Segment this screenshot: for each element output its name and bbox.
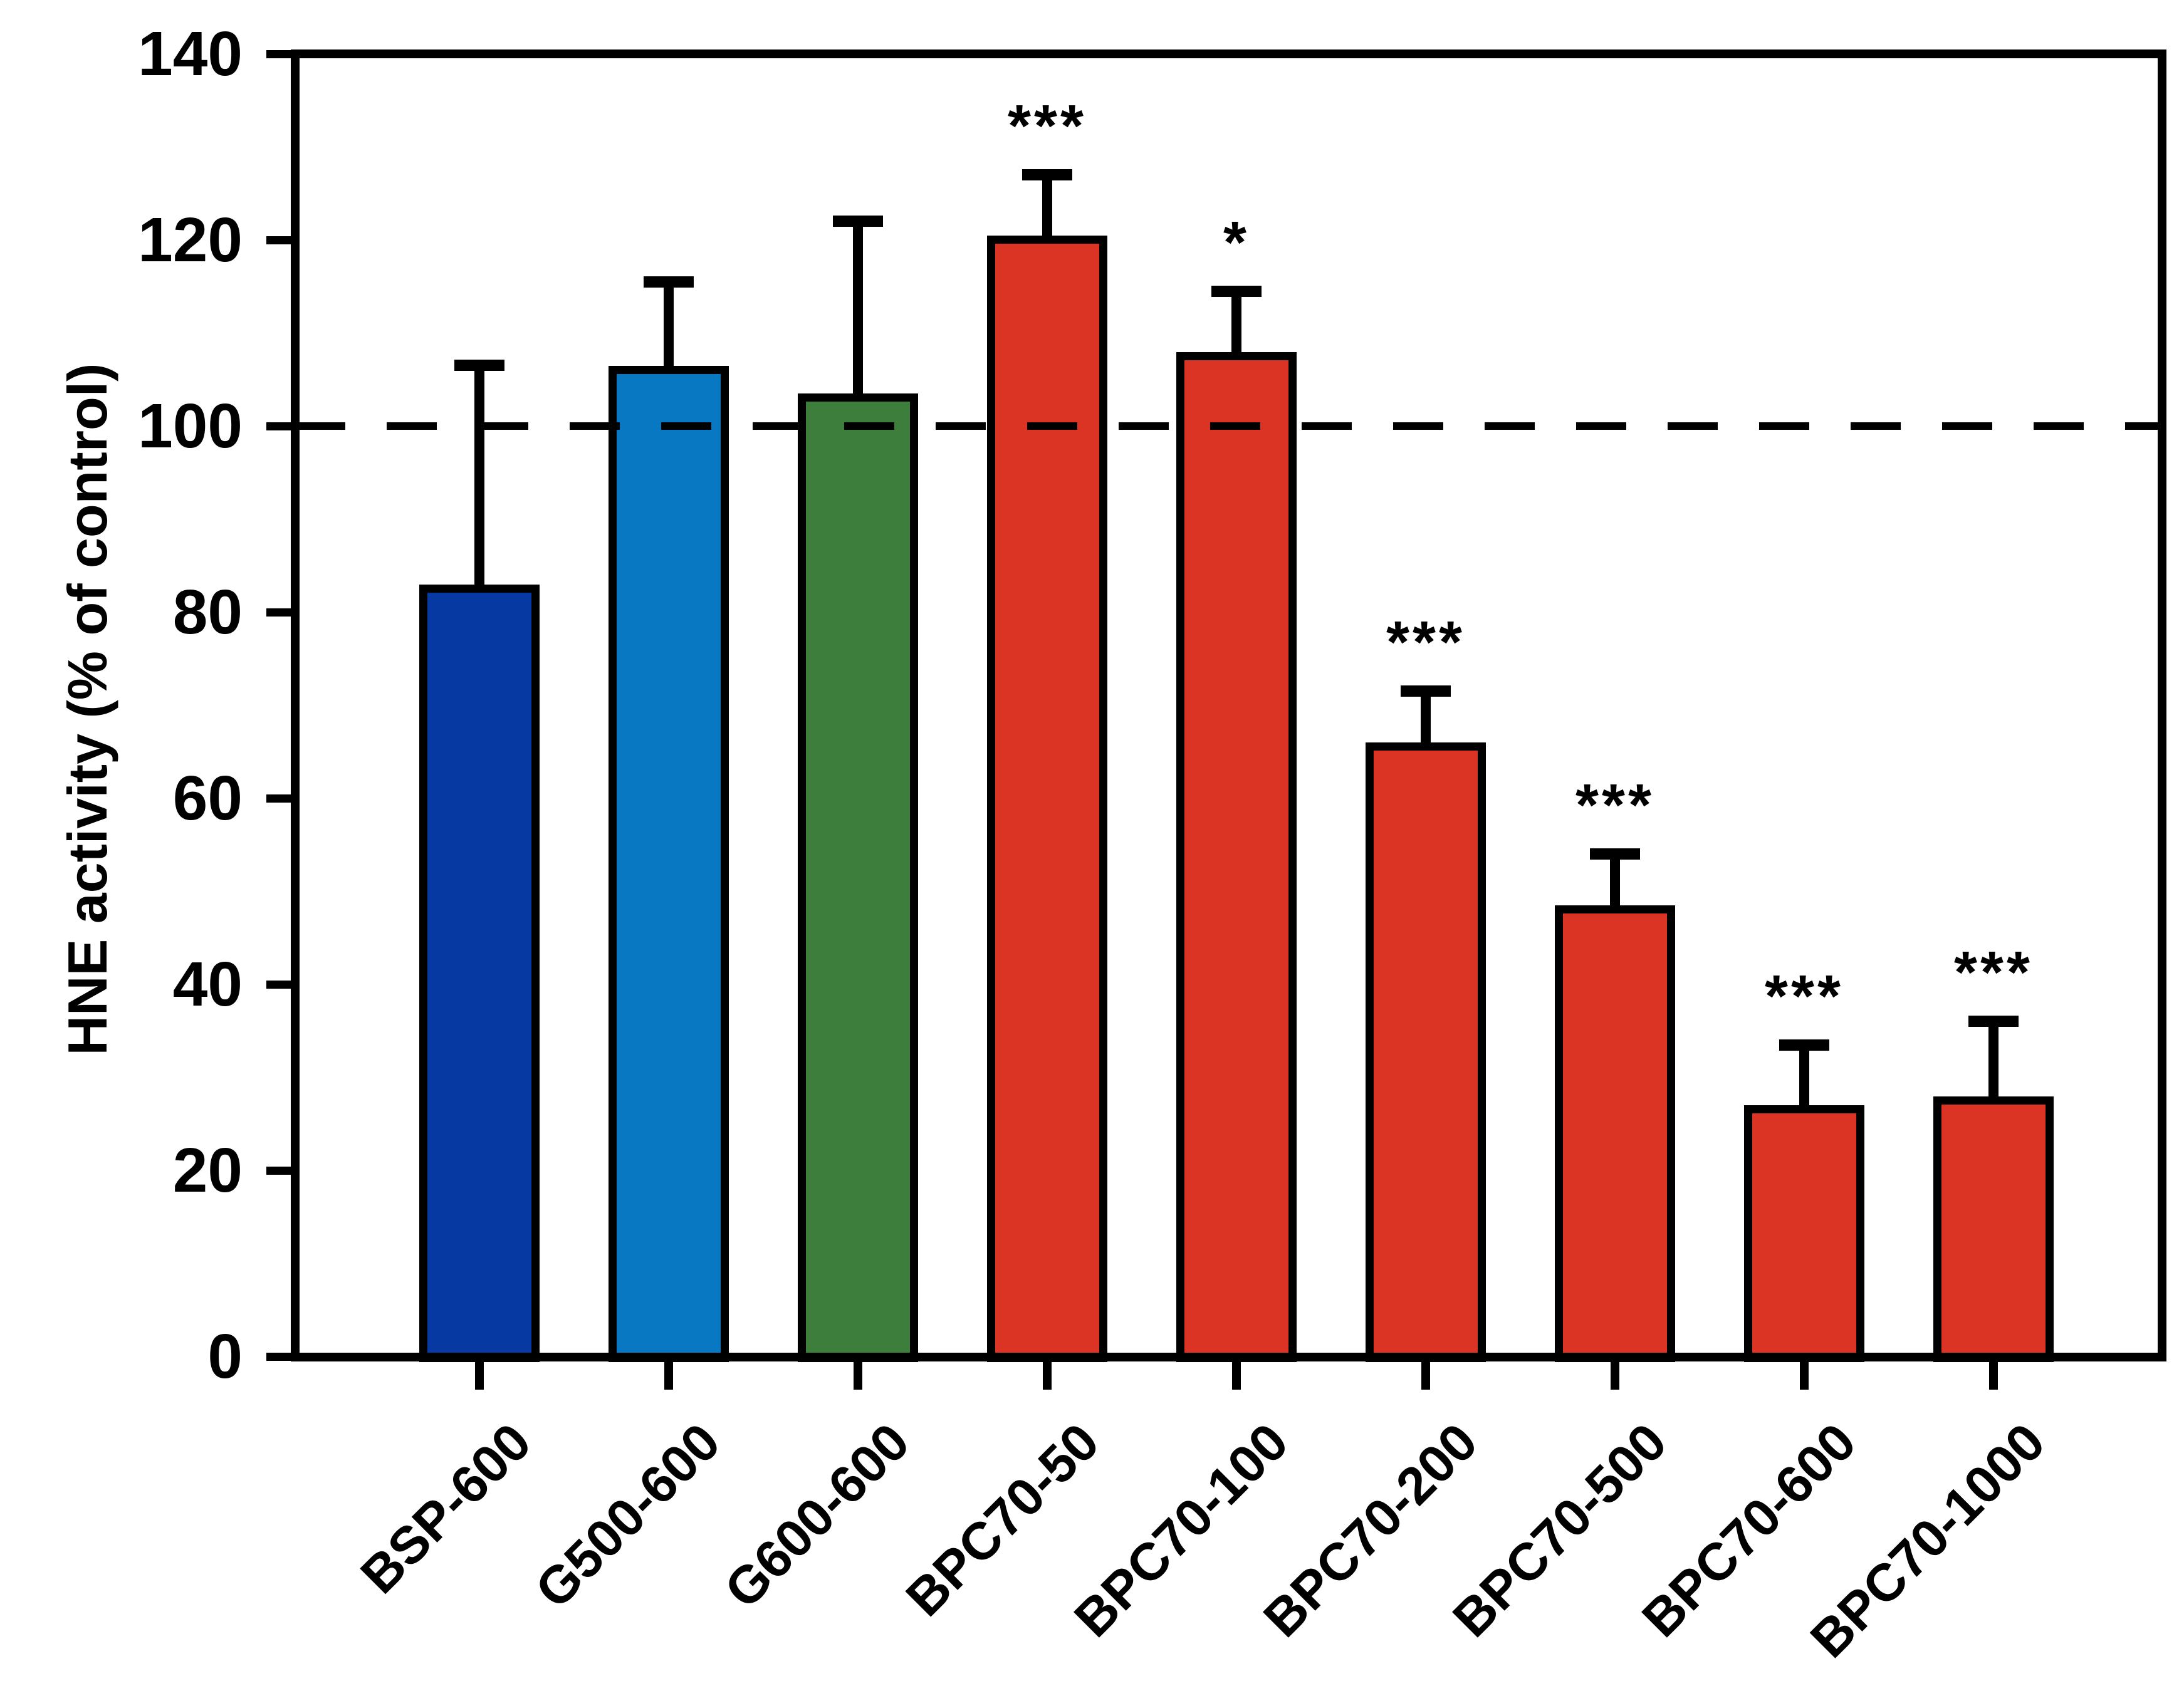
- y-tick-label-20: 20: [172, 1135, 243, 1205]
- bar-BPC70-200: [1366, 742, 1486, 1362]
- significance-stars: ***: [1765, 962, 1844, 1029]
- error-bar-line: [1610, 854, 1620, 914]
- x-tick-BSP-600: [475, 1361, 484, 1390]
- y-tick-120: [266, 236, 295, 244]
- x-tick-BPC70-50: [1043, 1361, 1052, 1390]
- error-bar-cap: [1590, 848, 1640, 860]
- y-tick-label-100: 100: [138, 391, 243, 461]
- significance-stars: ***: [1954, 939, 2033, 1006]
- bar-BPC70-100: [1176, 351, 1297, 1362]
- y-tick-0: [266, 1353, 295, 1361]
- y-tick-60: [266, 794, 295, 803]
- error-bar-line: [1421, 691, 1431, 751]
- x-tick-G600-600: [854, 1361, 862, 1390]
- y-tick-label-0: 0: [207, 1321, 243, 1392]
- reference-dashed-line: [295, 422, 2162, 430]
- error-bar-cap: [1968, 1016, 2019, 1028]
- significance-stars: ***: [1008, 93, 1087, 160]
- significance-stars: ***: [1386, 609, 1465, 676]
- error-bar-line: [1042, 175, 1052, 244]
- error-bar-cap: [833, 216, 883, 227]
- error-bar-line: [1988, 1021, 1999, 1105]
- x-tick-BPC70-500: [1611, 1361, 1619, 1390]
- y-tick-label-140: 140: [138, 19, 243, 89]
- error-bar-line: [1799, 1044, 1809, 1114]
- x-tick-G500-600: [664, 1361, 673, 1390]
- y-tick-100: [266, 422, 295, 430]
- y-tick-20: [266, 1167, 295, 1175]
- error-bar-cap: [1022, 169, 1072, 181]
- y-tick-label-120: 120: [138, 205, 243, 275]
- plot-frame: [291, 49, 2166, 1361]
- significance-stars: ***: [1575, 772, 1654, 839]
- bar-BSP-600: [419, 584, 540, 1362]
- bar-G500-600: [609, 365, 729, 1362]
- error-bar-cap: [1211, 285, 1262, 297]
- y-tick-label-80: 80: [172, 577, 243, 647]
- x-tick-label-BSP-600: BSP-600: [349, 1412, 543, 1605]
- error-bar-cap: [644, 276, 694, 288]
- y-tick-80: [266, 608, 295, 617]
- y-tick-label-60: 60: [172, 763, 243, 833]
- y-tick-40: [266, 981, 295, 989]
- error-bar-line: [853, 221, 863, 402]
- error-bar-line: [664, 281, 674, 374]
- x-tick-label-G600-600: G600-600: [713, 1412, 921, 1620]
- bar-G600-600: [798, 393, 918, 1362]
- bar-BPC70-600: [1744, 1105, 1864, 1362]
- x-tick-label-G500-600: G500-600: [524, 1412, 732, 1620]
- x-tick-BPC70-100: [1232, 1361, 1241, 1390]
- bar-BPC70-500: [1555, 905, 1675, 1362]
- y-tick-140: [266, 50, 295, 58]
- error-bar-line: [1231, 291, 1241, 360]
- x-tick-BPC70-1000: [1989, 1361, 1998, 1390]
- error-bar-cap: [1401, 685, 1451, 697]
- significance-stars: *: [1223, 209, 1250, 276]
- error-bar-cap: [1779, 1039, 1829, 1051]
- x-tick-BPC70-200: [1421, 1361, 1430, 1390]
- error-bar-cap: [454, 360, 504, 372]
- y-tick-label-40: 40: [172, 949, 243, 1019]
- x-tick-BPC70-600: [1800, 1361, 1809, 1390]
